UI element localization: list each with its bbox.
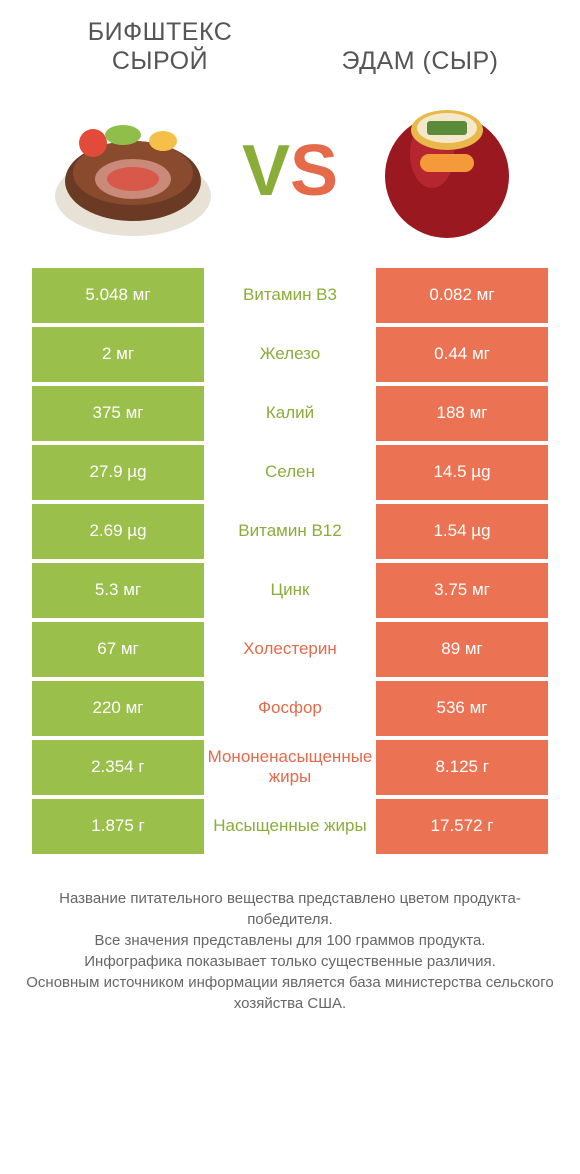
table-row: 2 мгЖелезо0.44 мг bbox=[32, 327, 548, 382]
table-row: 2.354 гМононенасыщенные жиры8.125 г bbox=[32, 740, 548, 795]
table-row: 220 мгФосфор536 мг bbox=[32, 681, 548, 736]
right-value-cell: 0.082 мг bbox=[376, 268, 548, 323]
left-value-cell: 220 мг bbox=[32, 681, 204, 736]
right-value-cell: 89 мг bbox=[376, 622, 548, 677]
left-product-title: БИФШТЕКС СЫРОЙ bbox=[30, 18, 290, 76]
table-row: 375 мгКалий188 мг bbox=[32, 386, 548, 441]
nutrient-label-cell: Витамин B3 bbox=[204, 268, 376, 323]
left-value-cell: 375 мг bbox=[32, 386, 204, 441]
right-value-cell: 188 мг bbox=[376, 386, 548, 441]
table-row: 27.9 µgСелен14.5 µg bbox=[32, 445, 548, 500]
table-row: 5.3 мгЦинк3.75 мг bbox=[32, 563, 548, 618]
right-value-cell: 1.54 µg bbox=[376, 504, 548, 559]
right-value-cell: 3.75 мг bbox=[376, 563, 548, 618]
vs-s: S bbox=[290, 131, 338, 211]
right-value-cell: 0.44 мг bbox=[376, 327, 548, 382]
table-row: 1.875 гНасыщенные жиры17.572 г bbox=[32, 799, 548, 854]
left-value-cell: 2 мг bbox=[32, 327, 204, 382]
nutrient-label-cell: Селен bbox=[204, 445, 376, 500]
left-value-cell: 5.048 мг bbox=[32, 268, 204, 323]
table-row: 67 мгХолестерин89 мг bbox=[32, 622, 548, 677]
left-title-line2: СЫРОЙ bbox=[112, 47, 208, 75]
right-value-cell: 536 мг bbox=[376, 681, 548, 736]
left-title-line1: БИФШТЕКС bbox=[88, 18, 233, 46]
nutrient-label-cell: Калий bbox=[204, 386, 376, 441]
comparison-table: 5.048 мгВитамин B30.082 мг2 мгЖелезо0.44… bbox=[0, 260, 580, 858]
vs-v: V bbox=[242, 131, 290, 211]
nutrient-label-cell: Мононенасыщенные жиры bbox=[204, 740, 377, 795]
table-row: 5.048 мгВитамин B30.082 мг bbox=[32, 268, 548, 323]
edam-cheese-icon bbox=[372, 96, 522, 246]
footer-line-1: Название питательного вещества представл… bbox=[26, 888, 554, 930]
right-product-image bbox=[344, 96, 550, 246]
left-value-cell: 67 мг bbox=[32, 622, 204, 677]
vs-label: VS bbox=[236, 135, 344, 207]
nutrient-label-cell: Холестерин bbox=[204, 622, 376, 677]
left-value-cell: 2.354 г bbox=[32, 740, 204, 795]
steak-icon bbox=[48, 101, 218, 241]
left-value-cell: 5.3 мг bbox=[32, 563, 204, 618]
right-value-cell: 17.572 г bbox=[376, 799, 548, 854]
right-value-cell: 14.5 µg bbox=[376, 445, 548, 500]
footer-line-4: Основным источником информации является … bbox=[26, 972, 554, 1014]
footer-notes: Название питательного вещества представл… bbox=[0, 858, 580, 1024]
left-product-image bbox=[30, 101, 236, 241]
right-title: ЭДАМ (СЫР) bbox=[290, 47, 550, 76]
nutrient-label-cell: Цинк bbox=[204, 563, 376, 618]
nutrient-label-cell: Насыщенные жиры bbox=[204, 799, 376, 854]
footer-line-2: Все значения представлены для 100 граммо… bbox=[26, 930, 554, 951]
left-value-cell: 2.69 µg bbox=[32, 504, 204, 559]
header: БИФШТЕКС СЫРОЙ ЭДАМ (СЫР) bbox=[0, 0, 580, 84]
right-value-cell: 8.125 г bbox=[376, 740, 548, 795]
nutrient-label-cell: Железо bbox=[204, 327, 376, 382]
product-images-row: VS bbox=[0, 84, 580, 260]
right-product-title: ЭДАМ (СЫР) bbox=[290, 47, 550, 76]
left-value-cell: 27.9 µg bbox=[32, 445, 204, 500]
table-row: 2.69 µgВитамин B121.54 µg bbox=[32, 504, 548, 559]
left-value-cell: 1.875 г bbox=[32, 799, 204, 854]
nutrient-label-cell: Витамин B12 bbox=[204, 504, 376, 559]
nutrient-label-cell: Фосфор bbox=[204, 681, 376, 736]
footer-line-3: Инфографика показывает только существенн… bbox=[26, 951, 554, 972]
